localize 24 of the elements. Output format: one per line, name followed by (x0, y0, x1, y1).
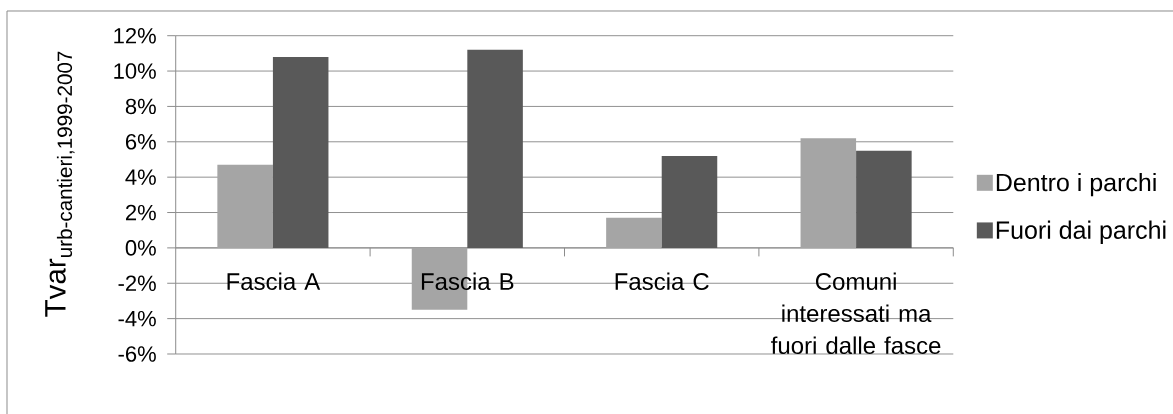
y-tick-label: -2% (118, 275, 156, 291)
x-tick-label: Fascia A (227, 272, 321, 291)
bar (272, 56, 329, 248)
x-tick-label: Fascia B (421, 272, 514, 291)
legend-label: Fuori dai parchi (996, 220, 1166, 244)
y-tick-label: 6% (125, 133, 156, 150)
y-tick-label: -4% (118, 310, 156, 327)
x-tick-label: Comuni interessati ma fuori dalle fasce (771, 272, 941, 355)
y-axis-title: $\text{Tvar}_{\text{urb-cantieri,1999-2007}}$ (45, 51, 75, 317)
x-tick-label: Fascia C (615, 272, 709, 291)
legend-label: Dentro i parchi (996, 173, 1156, 197)
y-tick-label: 12% (114, 27, 156, 44)
y-tick-label: 8% (125, 98, 156, 115)
y-tick-label: 2% (125, 204, 156, 221)
bar (606, 217, 662, 248)
bar (856, 150, 912, 248)
y-tick-label: -6% (118, 346, 156, 362)
bar (661, 155, 718, 248)
bar (217, 164, 273, 248)
y-tick-label: 0% (125, 240, 156, 256)
bar (467, 49, 523, 248)
y-tick-label: 4% (125, 169, 156, 185)
bar (800, 138, 857, 248)
y-tick-label: 10% (114, 63, 156, 79)
